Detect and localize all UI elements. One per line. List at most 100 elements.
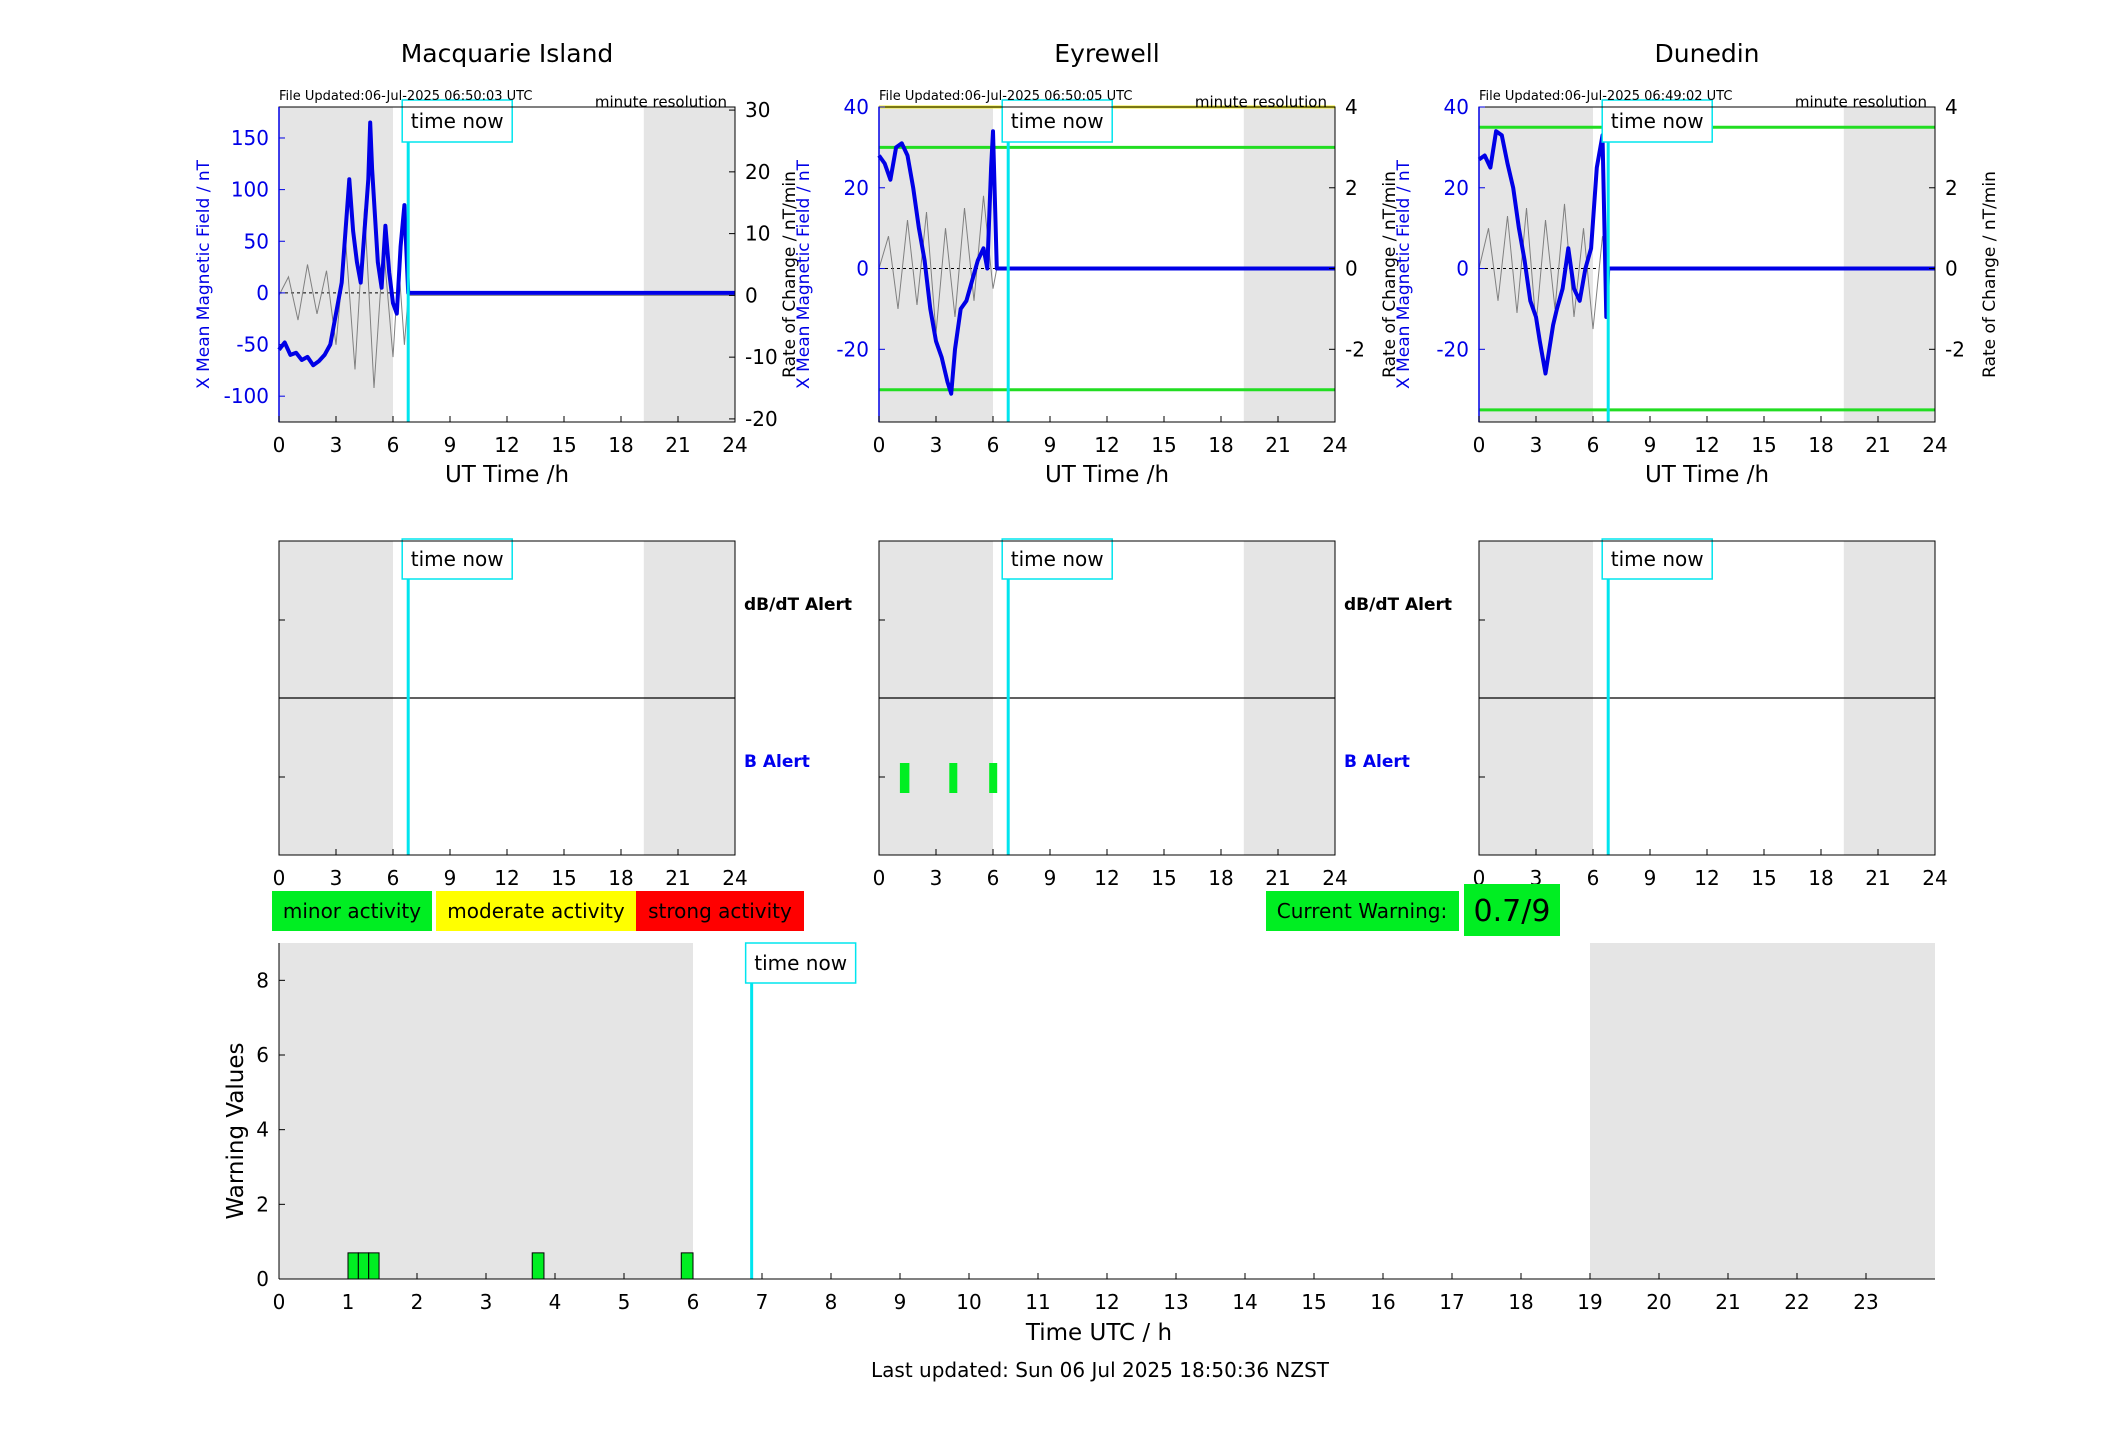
x-tick-label: 15 [1751, 433, 1776, 457]
x-tick-label: 21 [1265, 433, 1290, 457]
legend-strong-label: strong activity [648, 899, 792, 923]
y-left-axis-label: X Mean Magnetic Field / nT [794, 159, 814, 389]
y-left-tick-label: 0 [256, 281, 269, 305]
y-right-tick-label: 0 [1345, 257, 1358, 281]
legend-strong-swatch [636, 891, 804, 931]
x-tick-label: 18 [1808, 433, 1833, 457]
time-now-label: time now [1611, 109, 1704, 133]
x-tick-label: 24 [1922, 866, 1947, 890]
y-right-axis-label: Rate of Change / nT/min [1380, 171, 1400, 378]
x-tick-label: 18 [1808, 866, 1833, 890]
x-tick-label: 9 [1044, 866, 1057, 890]
warning-bar [368, 1252, 380, 1280]
magnetic-field-series [877, 129, 1335, 396]
x-tick-label: 20 [1646, 1290, 1671, 1314]
x-tick-label: 21 [1865, 433, 1890, 457]
y-left-tick-label: 40 [1444, 95, 1469, 119]
x-tick-label: 15 [1751, 866, 1776, 890]
magnetic-field-series [1477, 129, 1935, 376]
time-now-box [1601, 538, 1713, 580]
x-tick-label: 3 [930, 433, 943, 457]
time-now-label: time now [1011, 547, 1104, 571]
x-tick-label: 18 [608, 433, 633, 457]
x-tick-label: 24 [1322, 433, 1347, 457]
night-shade [1479, 107, 1593, 422]
b-alert-label: B Alert [1344, 752, 1410, 772]
x-tick-label: 9 [1644, 433, 1657, 457]
y-right-tick-label: -20 [745, 407, 778, 431]
x-tick-label: 9 [894, 1290, 907, 1314]
resolution-text: minute resolution [1195, 93, 1327, 111]
night-shade [279, 943, 693, 1279]
y-right-tick-label: 4 [1945, 95, 1958, 119]
last-updated-footer: Last updated: Sun 06 Jul 2025 18:50:36 N… [871, 1358, 1330, 1382]
magnetic-field-series [277, 120, 735, 368]
y-right-axis-label: Rate of Change / nT/min [1980, 171, 2000, 378]
x-tick-label: 9 [1044, 433, 1057, 457]
warning-bar [347, 1252, 359, 1280]
x-tick-label: 5 [618, 1290, 631, 1314]
current-warning-label: Current Warning: [1277, 899, 1447, 923]
y-right-tick-label: 0 [745, 283, 758, 307]
x-tick-label: 22 [1784, 1290, 1809, 1314]
b-alert-label: B Alert [744, 752, 810, 772]
x-tick-label: 18 [1208, 866, 1233, 890]
x-tick-label: 16 [1370, 1290, 1395, 1314]
alert-panel-1: time now 0 3 6 9 12 15 18 21 24 dB/dT Alert B Alert [273, 538, 852, 890]
x-tick-label: 6 [987, 866, 1000, 890]
current-warning: Current Warning: 0.7/9 [1266, 884, 1560, 936]
x-tick-label: 6 [987, 433, 1000, 457]
y-left-tick-label: 20 [1444, 176, 1469, 200]
b-alert-bar [899, 763, 910, 793]
y-left-tick-label: 100 [231, 178, 269, 202]
x-tick-label: 12 [1094, 433, 1119, 457]
y-right-tick-label: 0 [1945, 257, 1958, 281]
x-tick-label: 0 [273, 866, 286, 890]
x-tick-label: 3 [1530, 433, 1543, 457]
dbdt-alert-label: dB/dT Alert [744, 595, 852, 615]
y-right-tick-label: 2 [1345, 176, 1358, 200]
x-tick-label: 19 [1577, 1290, 1602, 1314]
time-now-box [401, 538, 513, 580]
x-tick-label: 18 [1208, 433, 1233, 457]
x-tick-label: 23 [1853, 1290, 1878, 1314]
x-tick-label: 18 [1508, 1290, 1533, 1314]
x-tick-label: 12 [1694, 866, 1719, 890]
y-left-tick-label: 40 [844, 95, 869, 119]
y-left-tick-label: -100 [224, 384, 269, 408]
file-updated-text: File Updated:06-Jul-2025 06:49:02 UTC [1479, 89, 1732, 104]
x-tick-label: 7 [756, 1290, 769, 1314]
x-tick-label: 24 [1322, 866, 1347, 890]
warning-bar [680, 1252, 694, 1280]
x-tick-label: 2 [411, 1290, 424, 1314]
x-tick-label: 6 [687, 1290, 700, 1314]
x-tick-label: 12 [494, 866, 519, 890]
current-warning-value: 0.7/9 [1474, 894, 1551, 929]
x-axis-label: UT Time /h [445, 462, 569, 488]
legend-minor-label: minor activity [283, 899, 421, 923]
station-title: Eyrewell [1054, 39, 1159, 68]
y-right-tick-label: 30 [745, 98, 770, 122]
x-tick-label: 24 [1922, 433, 1947, 457]
y-right-tick-label: 4 [1345, 95, 1358, 119]
night-shade [879, 107, 993, 422]
x-tick-label: 12 [1094, 866, 1119, 890]
x-tick-label: 15 [551, 866, 576, 890]
legend-moderate-swatch [436, 891, 636, 931]
b-alert-bar [949, 763, 958, 793]
y-right-tick-label: 10 [745, 222, 770, 246]
time-now-box [744, 942, 857, 984]
y-right-tick-label: 2 [1945, 176, 1958, 200]
night-shade [279, 107, 393, 422]
legend-minor-swatch [272, 891, 432, 931]
time-now-label: time now [754, 951, 847, 975]
warning-bar [531, 1252, 545, 1280]
station-title: Dunedin [1655, 39, 1760, 68]
x-tick-label: 17 [1439, 1290, 1464, 1314]
y-tick-label: 4 [256, 1118, 269, 1142]
y-left-tick-label: 50 [244, 229, 269, 253]
y-axis-label: Warning Values [223, 1042, 249, 1219]
